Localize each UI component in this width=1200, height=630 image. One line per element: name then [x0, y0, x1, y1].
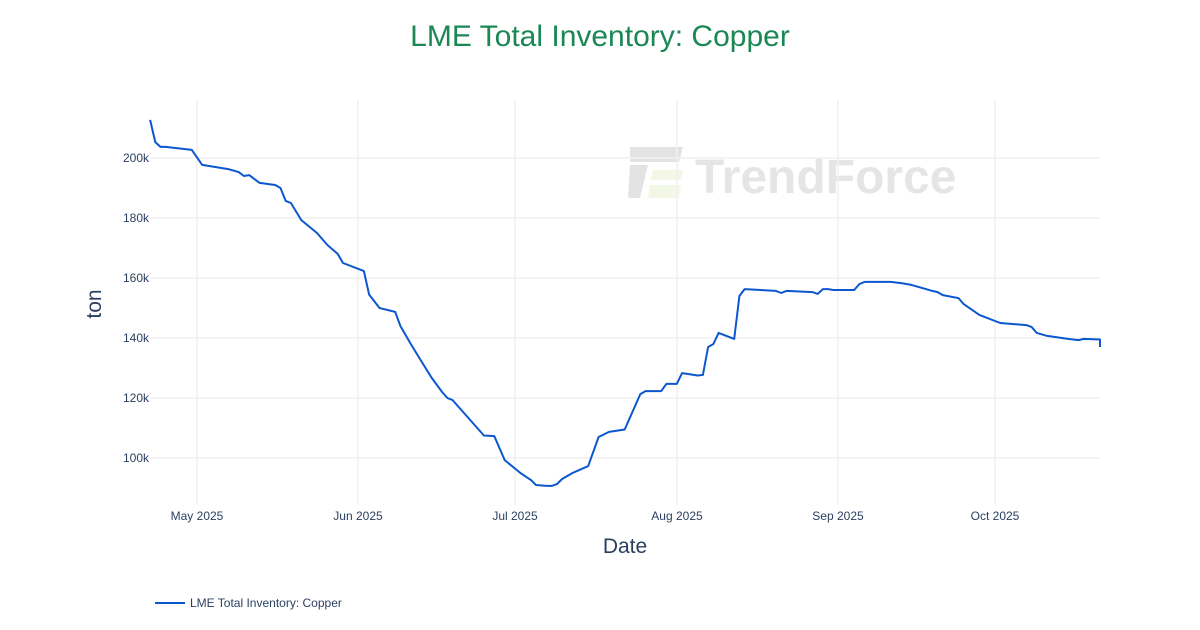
svg-text:Jul 2025: Jul 2025: [492, 509, 538, 523]
svg-text:Aug 2025: Aug 2025: [651, 509, 703, 523]
svg-text:100k: 100k: [123, 451, 150, 465]
svg-text:Sep 2025: Sep 2025: [812, 509, 864, 523]
legend[interactable]: LME Total Inventory: Copper: [155, 596, 342, 610]
svg-text:TrendForce: TrendForce: [695, 151, 956, 204]
svg-text:140k: 140k: [123, 331, 150, 345]
y-axis-ticks: 100k 120k 140k 160k 180k 200k: [123, 151, 150, 465]
svg-text:200k: 200k: [123, 151, 150, 165]
series-line-copper[interactable]: [149, 119, 1101, 487]
trendforce-watermark-icon: TrendForce: [628, 147, 956, 204]
legend-label: LME Total Inventory: Copper: [190, 596, 342, 610]
x-axis-title: Date: [603, 535, 647, 558]
svg-text:Jun 2025: Jun 2025: [333, 509, 383, 523]
svg-text:Oct 2025: Oct 2025: [971, 509, 1020, 523]
x-axis-ticks: May 2025 Jun 2025 Jul 2025 Aug 2025 Sep …: [171, 509, 1020, 523]
y-axis-title: ton: [83, 289, 106, 318]
grid: [150, 100, 1100, 505]
chart-title: LME Total Inventory: Copper: [410, 20, 790, 53]
svg-text:May 2025: May 2025: [171, 509, 224, 523]
svg-text:120k: 120k: [123, 391, 150, 405]
svg-text:180k: 180k: [123, 211, 150, 225]
legend-line-icon: [155, 602, 185, 604]
svg-text:160k: 160k: [123, 271, 150, 285]
